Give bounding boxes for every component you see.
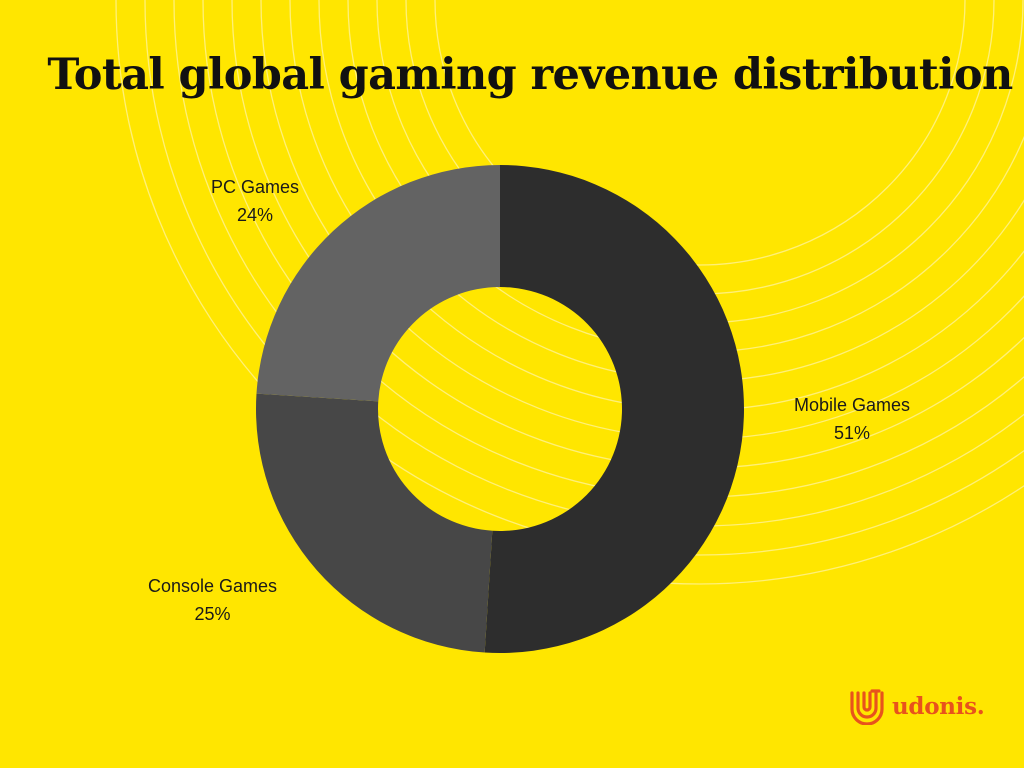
brand-logo: udonis. — [848, 686, 985, 726]
brand-name: udonis. — [892, 692, 985, 720]
background-arc — [434, 0, 966, 266]
slice-value-mobile-games: 51% — [833, 423, 871, 443]
donut-slice-mobile-games — [484, 165, 745, 653]
slice-name-console-games: Console Games — [147, 576, 278, 596]
donut-chart — [256, 165, 745, 653]
donut-slice-console-games — [256, 393, 493, 653]
slice-value-pc-games: 24% — [236, 205, 274, 225]
slice-name-mobile-games: Mobile Games — [793, 395, 911, 415]
udonis-logo-icon — [850, 689, 884, 725]
chart-title: Total global gaming revenue distribution — [47, 50, 1013, 100]
slice-label-console-games: Console Games 25% — [130, 572, 295, 628]
slice-value-console-games: 25% — [194, 604, 231, 624]
slice-name-pc-games: PC Games — [210, 177, 300, 197]
slice-label-mobile-games: Mobile Games 51% — [772, 391, 932, 447]
slice-label-pc-games: PC Games 24% — [175, 173, 335, 229]
background-arc — [144, 0, 1024, 556]
background-arc — [115, 0, 1024, 585]
donut-slice-pc-games — [256, 165, 500, 402]
